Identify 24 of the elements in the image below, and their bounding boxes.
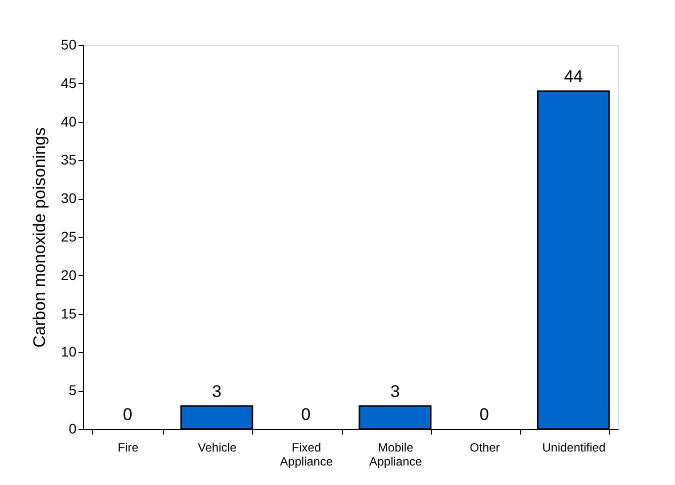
x-tick-label: Mobile Appliance: [369, 440, 422, 468]
x-tick-label: Fixed Appliance: [280, 440, 334, 468]
x-tick-label: Unidentified: [542, 440, 606, 454]
data-label: 0: [301, 405, 311, 424]
y-tick-label: 50: [60, 36, 77, 52]
x-tick-label: Fire: [118, 440, 139, 454]
data-label: 0: [122, 405, 132, 424]
y-axis-title: Carbon monoxide poisonings: [30, 127, 49, 348]
y-tick-label: 10: [60, 344, 77, 360]
y-tick-label: 5: [68, 382, 77, 398]
data-label: 44: [564, 67, 583, 86]
data-label: 0: [480, 405, 489, 424]
y-tick-label: 45: [60, 74, 77, 91]
y-tick-label: 30: [60, 190, 77, 206]
y-tick-label: 20: [60, 266, 77, 283]
x-tick-label: Vehicle: [198, 440, 237, 454]
y-tick-label: 0: [68, 420, 77, 436]
data-label: 3: [390, 382, 400, 401]
y-tick-label: 35: [60, 152, 77, 168]
y-tick-label: 40: [60, 113, 77, 130]
data-label: 3: [212, 382, 222, 401]
y-tick-label: 25: [60, 228, 77, 244]
y-tick-label: 15: [60, 305, 77, 322]
x-tick-label: Other: [470, 440, 500, 454]
